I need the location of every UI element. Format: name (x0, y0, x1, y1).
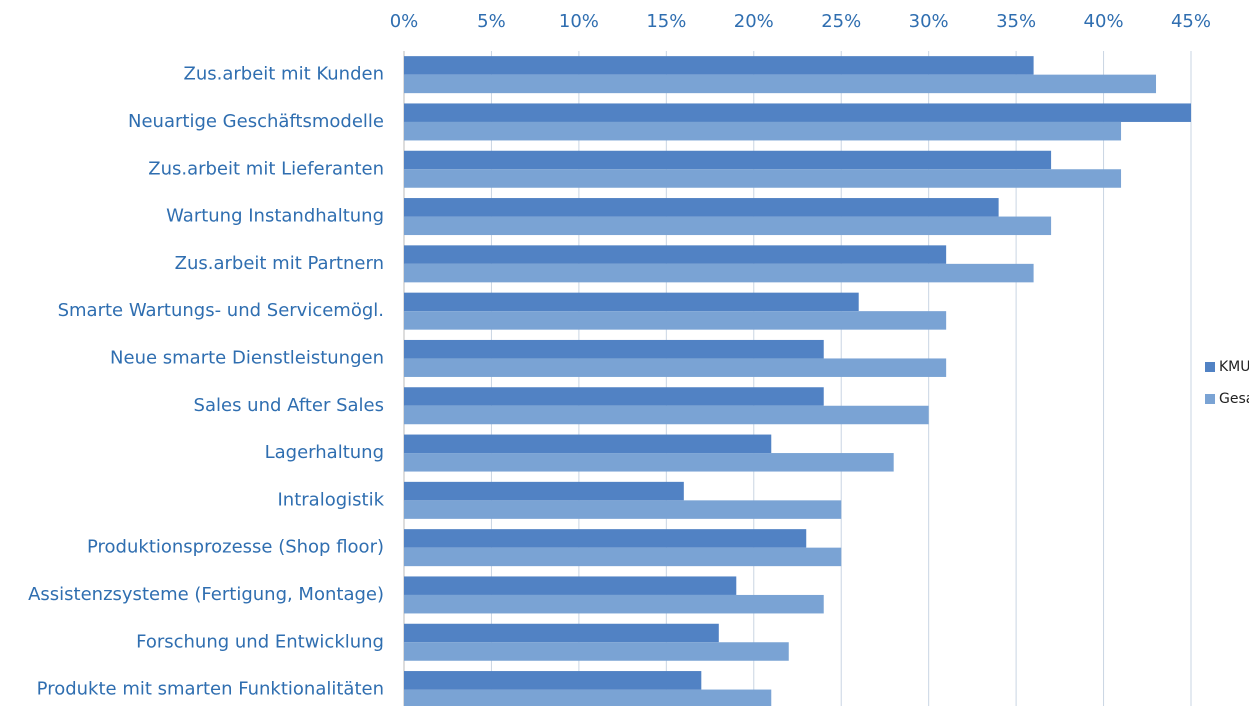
x-tick-label: 20% (734, 11, 774, 32)
x-tick-label: 15% (646, 11, 686, 32)
y-tick-label: Neue smarte Dienstleistungen (110, 347, 384, 368)
bar (404, 547, 842, 567)
y-tick-label: Neuartige Geschäftsmodelle (128, 111, 384, 132)
bar (404, 150, 1052, 170)
bar (404, 292, 859, 312)
x-tick-label: 35% (996, 11, 1036, 32)
y-tick-label: Produktionsprozesse (Shop floor) (87, 537, 384, 558)
bar (404, 263, 1034, 283)
bar (404, 216, 1052, 236)
x-tick-label: 40% (1084, 11, 1124, 32)
y-tick-label: Zus.arbeit mit Lieferanten (148, 158, 384, 179)
y-tick-label: Forschung und Entwicklung (136, 631, 384, 652)
legend-label: KMU (1219, 359, 1249, 375)
x-tick-label: 25% (821, 11, 861, 32)
x-tick-label: 0% (390, 11, 419, 32)
bar (404, 434, 772, 454)
y-tick-label: Lagerhaltung (265, 442, 384, 463)
bar (404, 481, 684, 501)
bar (404, 311, 947, 330)
legend-swatch (1205, 394, 1215, 404)
x-tick-label: 45% (1171, 11, 1211, 32)
y-tick-label: Sales und After Sales (194, 395, 384, 416)
x-tick-label: 5% (477, 11, 506, 32)
bar (404, 623, 719, 643)
bar (404, 689, 772, 706)
bar (404, 576, 737, 595)
bar (404, 453, 894, 472)
bar (404, 198, 999, 217)
y-tick-label: Zus.arbeit mit Partnern (175, 253, 384, 274)
y-tick-label: Smarte Wartungs- und Servicemögl. (58, 300, 384, 321)
bar (404, 245, 947, 264)
bar (404, 56, 1034, 75)
y-tick-label: Assistenzsysteme (Fertigung, Montage) (28, 584, 384, 605)
bar (404, 169, 1122, 188)
bar (404, 529, 807, 548)
y-tick-label: Produkte mit smarten Funktionalitäten (37, 679, 384, 700)
bar (404, 121, 1122, 141)
legend-swatch (1205, 362, 1215, 372)
y-tick-label: Intralogistik (277, 489, 384, 510)
y-tick-label: Zus.arbeit mit Kunden (184, 64, 385, 85)
bar (404, 74, 1157, 94)
bar (404, 339, 824, 359)
bar (404, 642, 789, 661)
bar (404, 671, 702, 690)
bar (404, 387, 824, 406)
bar (404, 500, 842, 519)
bar (404, 405, 929, 425)
x-tick-label: 10% (559, 11, 599, 32)
bar (404, 594, 824, 614)
legend-label: Gesamt (1219, 391, 1249, 407)
y-tick-label: Wartung Instandhaltung (166, 206, 384, 227)
x-tick-label: 30% (909, 11, 949, 32)
bar (404, 358, 947, 377)
bar (404, 103, 1191, 122)
